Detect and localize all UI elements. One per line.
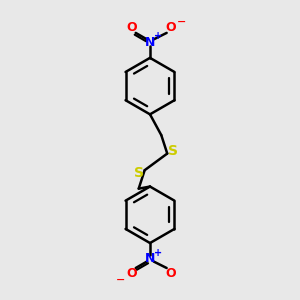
Text: O: O — [126, 21, 137, 34]
Text: O: O — [126, 267, 137, 280]
Text: S: S — [134, 166, 144, 180]
Text: O: O — [166, 267, 176, 280]
Text: O: O — [166, 21, 176, 34]
Text: +: + — [154, 248, 162, 258]
Text: +: + — [154, 32, 162, 41]
Text: N: N — [145, 36, 155, 49]
Text: N: N — [145, 252, 155, 265]
Text: −: − — [177, 16, 186, 27]
Text: S: S — [168, 144, 178, 158]
Text: −: − — [116, 275, 126, 285]
